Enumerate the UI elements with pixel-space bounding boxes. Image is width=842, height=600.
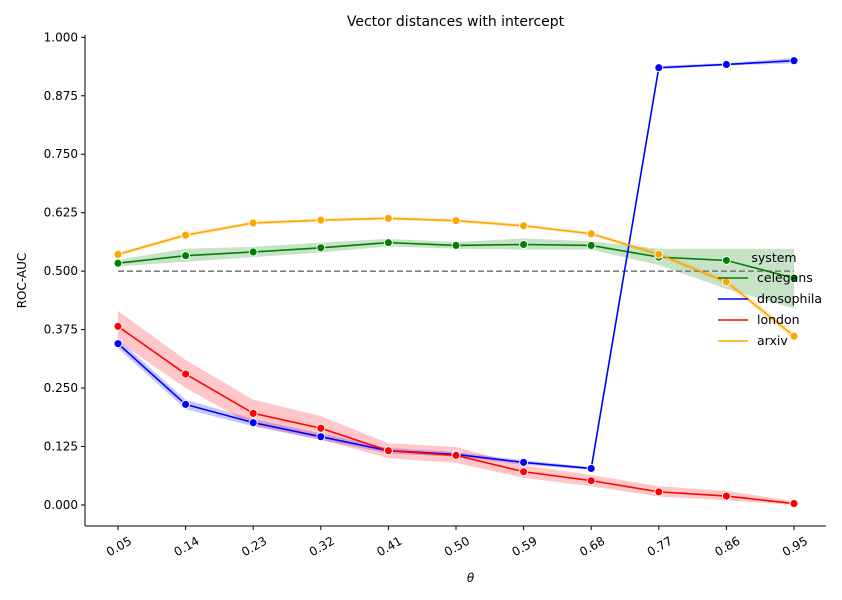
- point-london: [586, 476, 596, 486]
- x-tick-label: 0.50: [442, 534, 472, 559]
- x-tick-label: 0.86: [712, 534, 742, 559]
- point-drosophila: [654, 63, 664, 73]
- point-arxiv: [248, 218, 258, 228]
- line-arxiv: [117, 217, 795, 337]
- legend: system celegans drosophila london arxiv: [718, 250, 822, 348]
- y-tick-label: 0.625: [44, 206, 78, 220]
- x-tick-label: 0.05: [104, 534, 134, 559]
- point-celegans: [248, 247, 258, 257]
- band-london: [118, 310, 794, 505]
- point-arxiv: [113, 249, 123, 259]
- point-arxiv: [451, 216, 461, 226]
- point-drosophila: [789, 56, 799, 66]
- point-celegans: [113, 258, 123, 268]
- y-tick-label: 0.125: [44, 440, 78, 454]
- band-arxiv: [118, 216, 794, 340]
- point-drosophila: [248, 418, 258, 428]
- point-london: [248, 408, 258, 418]
- legend-title: system: [751, 250, 796, 265]
- x-tick-label: 0.32: [307, 534, 337, 559]
- y-axis-label: ROC-AUC: [15, 253, 29, 309]
- point-london: [451, 450, 461, 460]
- point-arxiv: [519, 221, 529, 231]
- point-celegans: [316, 243, 326, 253]
- point-drosophila: [316, 432, 326, 442]
- point-drosophila: [586, 464, 596, 473]
- point-celegans: [586, 240, 596, 250]
- band-celegans: [118, 238, 794, 309]
- legend-label-arxiv: arxiv: [757, 333, 788, 348]
- x-tick-label: 0.41: [374, 534, 404, 559]
- point-london: [519, 467, 529, 477]
- point-arxiv: [721, 277, 731, 287]
- x-tick-label: 0.95: [780, 534, 810, 559]
- point-drosophila: [519, 457, 529, 467]
- point-drosophila: [113, 339, 123, 349]
- series-lines: [117, 59, 795, 505]
- point-london: [383, 446, 393, 456]
- point-london: [654, 487, 664, 497]
- point-london: [721, 491, 731, 501]
- point-celegans: [519, 240, 529, 249]
- y-tick-label: 0.875: [44, 89, 78, 103]
- point-arxiv: [181, 230, 191, 240]
- point-celegans: [721, 255, 731, 265]
- y-tick-label: 0.000: [44, 498, 78, 512]
- point-london: [113, 321, 123, 331]
- y-tick-label: 0.250: [44, 381, 78, 395]
- point-arxiv: [654, 249, 664, 259]
- point-london: [316, 423, 326, 433]
- x-ticks: 0.05 0.14 0.23 0.32 0.41 0.50 0.59 0.68 0.77 0.86…: [104, 526, 810, 559]
- x-tick-label: 0.59: [510, 534, 540, 559]
- point-arxiv: [586, 229, 596, 239]
- y-tick-label: 0.375: [44, 323, 78, 337]
- x-tick-label: 0.68: [577, 534, 607, 559]
- point-arxiv: [316, 215, 326, 225]
- legend-label-celegans: celegans: [757, 270, 813, 285]
- point-celegans: [451, 240, 461, 250]
- point-arxiv: [383, 213, 393, 223]
- point-london: [181, 369, 191, 379]
- confidence-bands: [118, 57, 794, 505]
- legend-label-london: london: [757, 312, 800, 327]
- x-tick-label: 0.77: [645, 534, 675, 559]
- y-tick-label: 0.500: [44, 264, 78, 278]
- x-axis-label: θ: [467, 571, 475, 585]
- x-tick-label: 0.23: [239, 534, 269, 559]
- legend-label-drosophila: drosophila: [757, 291, 822, 306]
- point-celegans: [383, 238, 393, 248]
- point-drosophila: [181, 399, 191, 409]
- y-ticks: 0.000 0.125 0.250 0.375 0.500 0.625 0.750 0.875…: [44, 30, 85, 512]
- point-celegans: [789, 273, 799, 283]
- point-london: [789, 499, 799, 509]
- x-tick-label: 0.14: [172, 534, 202, 559]
- y-tick-label: 1.000: [44, 30, 78, 44]
- y-tick-label: 0.750: [44, 147, 78, 161]
- series-markers: [113, 56, 799, 509]
- point-celegans: [181, 251, 191, 261]
- point-drosophila: [721, 60, 731, 69]
- chart-title: Vector distances with intercept: [347, 14, 565, 30]
- point-arxiv: [789, 331, 799, 341]
